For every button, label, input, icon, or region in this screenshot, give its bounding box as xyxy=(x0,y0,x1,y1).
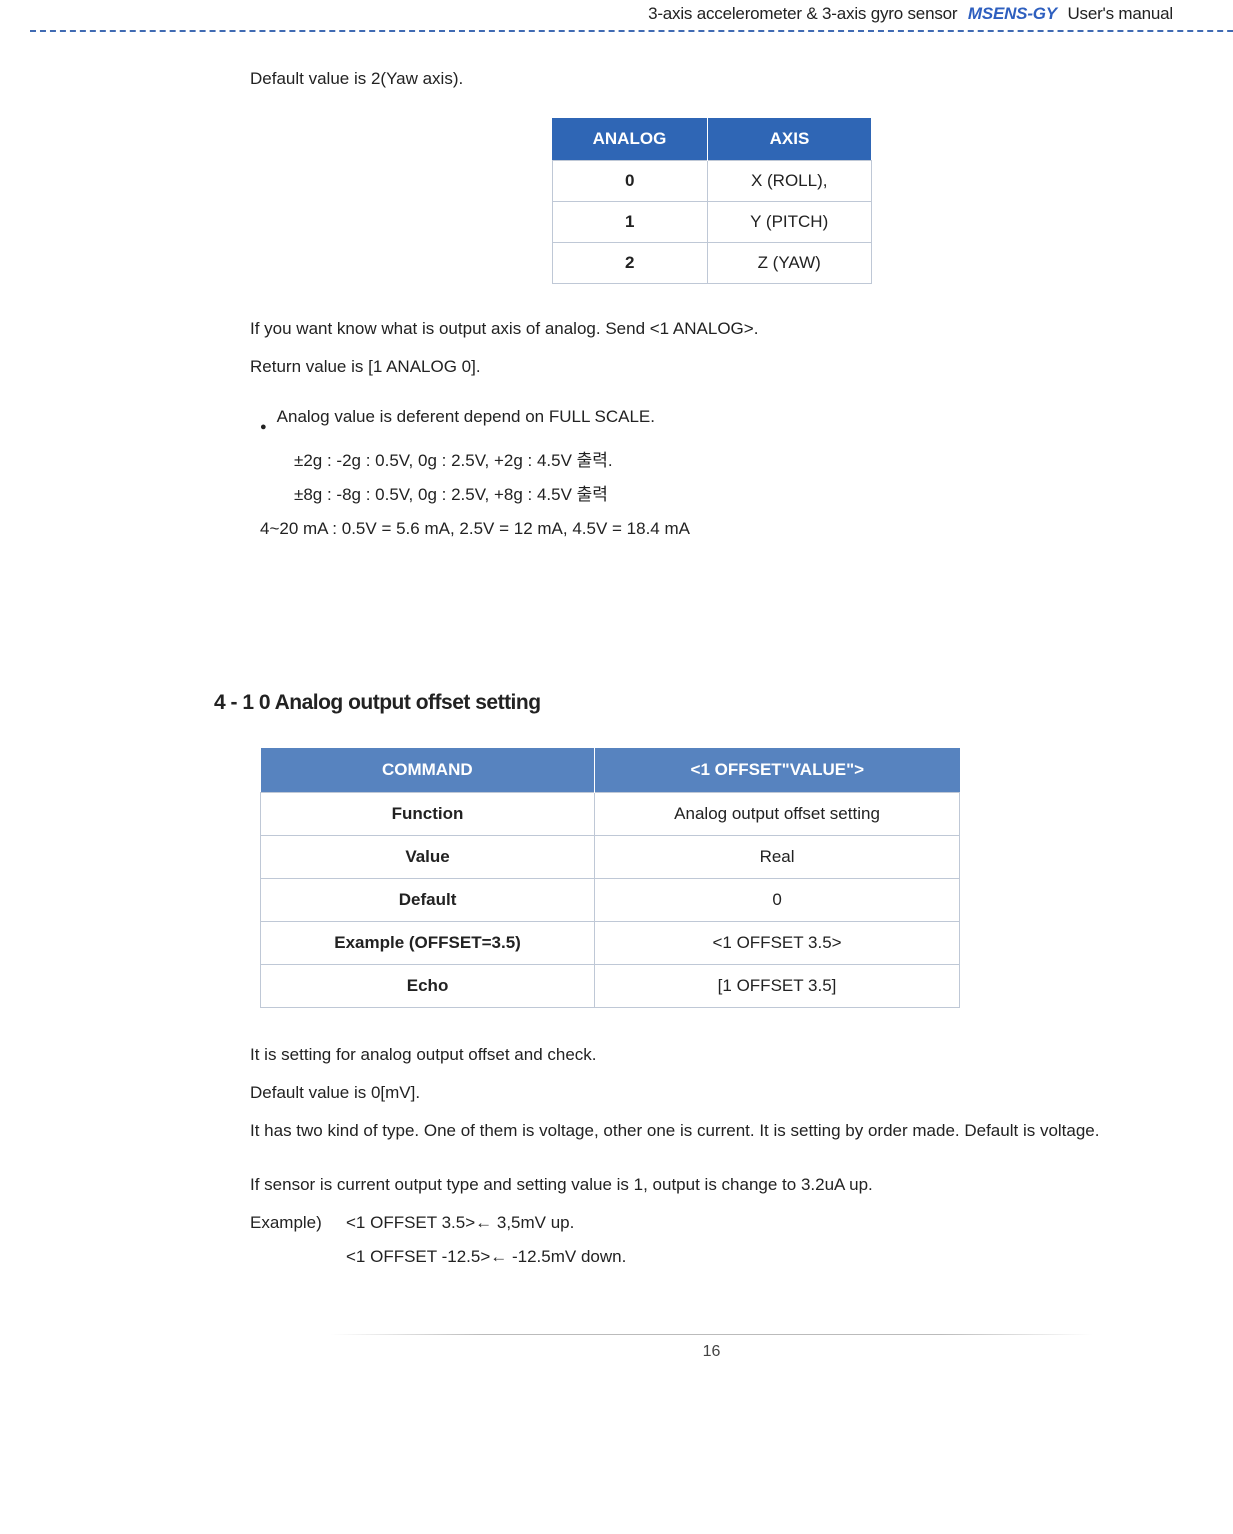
table-cell: Echo xyxy=(261,965,595,1008)
scale-row-1: ±2g : -2g : 0.5V, 0g : 2.5V, +2g : 4.5V … xyxy=(260,444,1173,478)
table-cell: Example (OFFSET=3.5) xyxy=(261,922,595,965)
header-left-text: 3-axis accelerometer & 3-axis gyro senso… xyxy=(648,4,962,23)
table-cell: Z (YAW) xyxy=(707,243,871,284)
offset-desc-3: It has two kind of type. One of them is … xyxy=(250,1114,1173,1148)
offset-desc-2: Default value is 0[mV]. xyxy=(250,1076,1173,1110)
bullet-icon: ● xyxy=(260,410,267,444)
table-cell: Analog output offset setting xyxy=(595,793,960,836)
table-cell: Y (PITCH) xyxy=(707,202,871,243)
offset-desc-1: It is setting for analog output offset a… xyxy=(250,1038,1173,1072)
page-footer: 16 xyxy=(250,1334,1173,1361)
example-label-empty xyxy=(250,1240,346,1274)
section-heading: 4 - 1 0 Analog output offset setting xyxy=(214,686,1173,720)
bullet-lead-text: Analog value is deferent depend on FULL … xyxy=(277,400,1173,444)
bullet-block: ● Analog value is deferent depend on FUL… xyxy=(260,400,1173,546)
table-row: 0 X (ROLL), xyxy=(552,161,871,202)
example-value-1: <1 OFFSET 3.5>← 3,5mV up. xyxy=(346,1206,1173,1240)
ma-row: 4~20 mA : 0.5V = 5.6 mA, 2.5V = 12 mA, 4… xyxy=(260,512,1173,546)
page-header: 3-axis accelerometer & 3-axis gyro senso… xyxy=(250,0,1173,26)
table-cell: 0 xyxy=(595,879,960,922)
table-header: AXIS xyxy=(707,118,871,161)
example-line-1: Example) <1 OFFSET 3.5>← 3,5mV up. xyxy=(250,1206,1173,1240)
example-line-2: <1 OFFSET -12.5>← -12.5mV down. xyxy=(250,1240,1173,1274)
table-cell: Real xyxy=(595,836,960,879)
table-cell: 1 xyxy=(552,202,707,243)
table-header: ANALOG xyxy=(552,118,707,161)
table-row: 2 Z (YAW) xyxy=(552,243,871,284)
table-row: ValueReal xyxy=(261,836,960,879)
table-cell: 2 xyxy=(552,243,707,284)
table-row: Example (OFFSET=3.5)<1 OFFSET 3.5> xyxy=(261,922,960,965)
header-right-text: User's manual xyxy=(1067,4,1173,23)
header-divider xyxy=(30,30,1233,32)
page-number: 16 xyxy=(703,1343,721,1360)
analog-send-text: If you want know what is output axis of … xyxy=(250,312,1173,346)
analog-return-text: Return value is [1 ANALOG 0]. xyxy=(250,350,1173,384)
table-cell: [1 OFFSET 3.5] xyxy=(595,965,960,1008)
example-label: Example) xyxy=(250,1206,346,1240)
default-value-text: Default value is 2(Yaw axis). xyxy=(250,62,1173,96)
header-product-name: MSENS-GY xyxy=(962,4,1063,23)
table-header: <1 OFFSET"VALUE"> xyxy=(595,748,960,793)
table-cell: <1 OFFSET 3.5> xyxy=(595,922,960,965)
analog-axis-table: ANALOG AXIS 0 X (ROLL), 1 Y (PITCH) 2 Z … xyxy=(552,118,872,284)
table-header: COMMAND xyxy=(261,748,595,793)
scale-row-2: ±8g : -8g : 0.5V, 0g : 2.5V, +8g : 4.5V … xyxy=(260,478,1173,512)
table-row: Echo[1 OFFSET 3.5] xyxy=(261,965,960,1008)
table-cell: 0 xyxy=(552,161,707,202)
table-cell: X (ROLL), xyxy=(707,161,871,202)
table-row: FunctionAnalog output offset setting xyxy=(261,793,960,836)
table-cell: Default xyxy=(261,879,595,922)
page-content: Default value is 2(Yaw axis). ANALOG AXI… xyxy=(250,62,1173,1274)
table-row: 1 Y (PITCH) xyxy=(552,202,871,243)
table-header-row: ANALOG AXIS xyxy=(552,118,871,161)
table-cell: Value xyxy=(261,836,595,879)
example-value-2: <1 OFFSET -12.5>← -12.5mV down. xyxy=(346,1240,1173,1274)
table-cell: Function xyxy=(261,793,595,836)
table-header-row: COMMAND <1 OFFSET"VALUE"> xyxy=(261,748,960,793)
offset-desc-4: If sensor is current output type and set… xyxy=(250,1168,1173,1202)
command-table: COMMAND <1 OFFSET"VALUE"> FunctionAnalog… xyxy=(260,748,960,1008)
table-row: Default0 xyxy=(261,879,960,922)
